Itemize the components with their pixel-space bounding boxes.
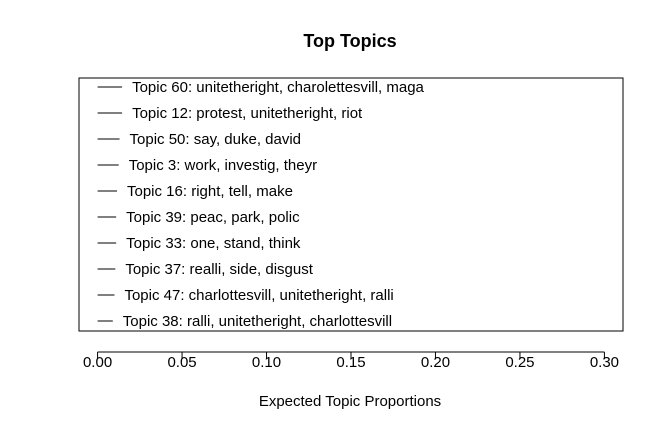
x-axis-label: Expected Topic Proportions bbox=[259, 393, 441, 410]
topic-label: Topic 60: unitetheright, charolettesvill… bbox=[132, 79, 424, 96]
plot-frame bbox=[78, 77, 624, 332]
x-tick-label: 0.25 bbox=[505, 354, 534, 371]
topic-label: Topic 47: charlottesvill, unitetheright,… bbox=[124, 287, 393, 304]
topic-label: Topic 39: peac, park, polic bbox=[126, 209, 300, 226]
x-tick-label: 0.20 bbox=[421, 354, 450, 371]
x-tick-label: 0.05 bbox=[167, 354, 196, 371]
topic-label: Topic 3: work, investig, theyr bbox=[129, 157, 317, 174]
x-axis: 0.00 0.05 0.10 0.15 0.20 0.25 0.30 bbox=[83, 351, 619, 371]
topic-marks: Topic 60: unitetheright, charolettesvill… bbox=[97, 79, 425, 330]
x-tick-label: 0.15 bbox=[336, 354, 365, 371]
x-tick-label: 0.30 bbox=[590, 354, 619, 371]
topic-label: Topic 16: right, tell, make bbox=[127, 183, 293, 200]
topic-label: Topic 37: realli, side, disgust bbox=[125, 261, 313, 278]
topic-label: Topic 38: ralli, unitetheright, charlott… bbox=[123, 313, 392, 330]
topic-label: Topic 33: one, stand, think bbox=[126, 235, 301, 252]
topic-label: Topic 12: protest, unitetheright, riot bbox=[132, 105, 363, 122]
x-tick-label: 0.00 bbox=[83, 354, 112, 371]
chart-title: Top Topics bbox=[303, 31, 396, 51]
topic-label: Topic 50: say, duke, david bbox=[130, 131, 301, 148]
x-tick-label: 0.10 bbox=[252, 354, 281, 371]
